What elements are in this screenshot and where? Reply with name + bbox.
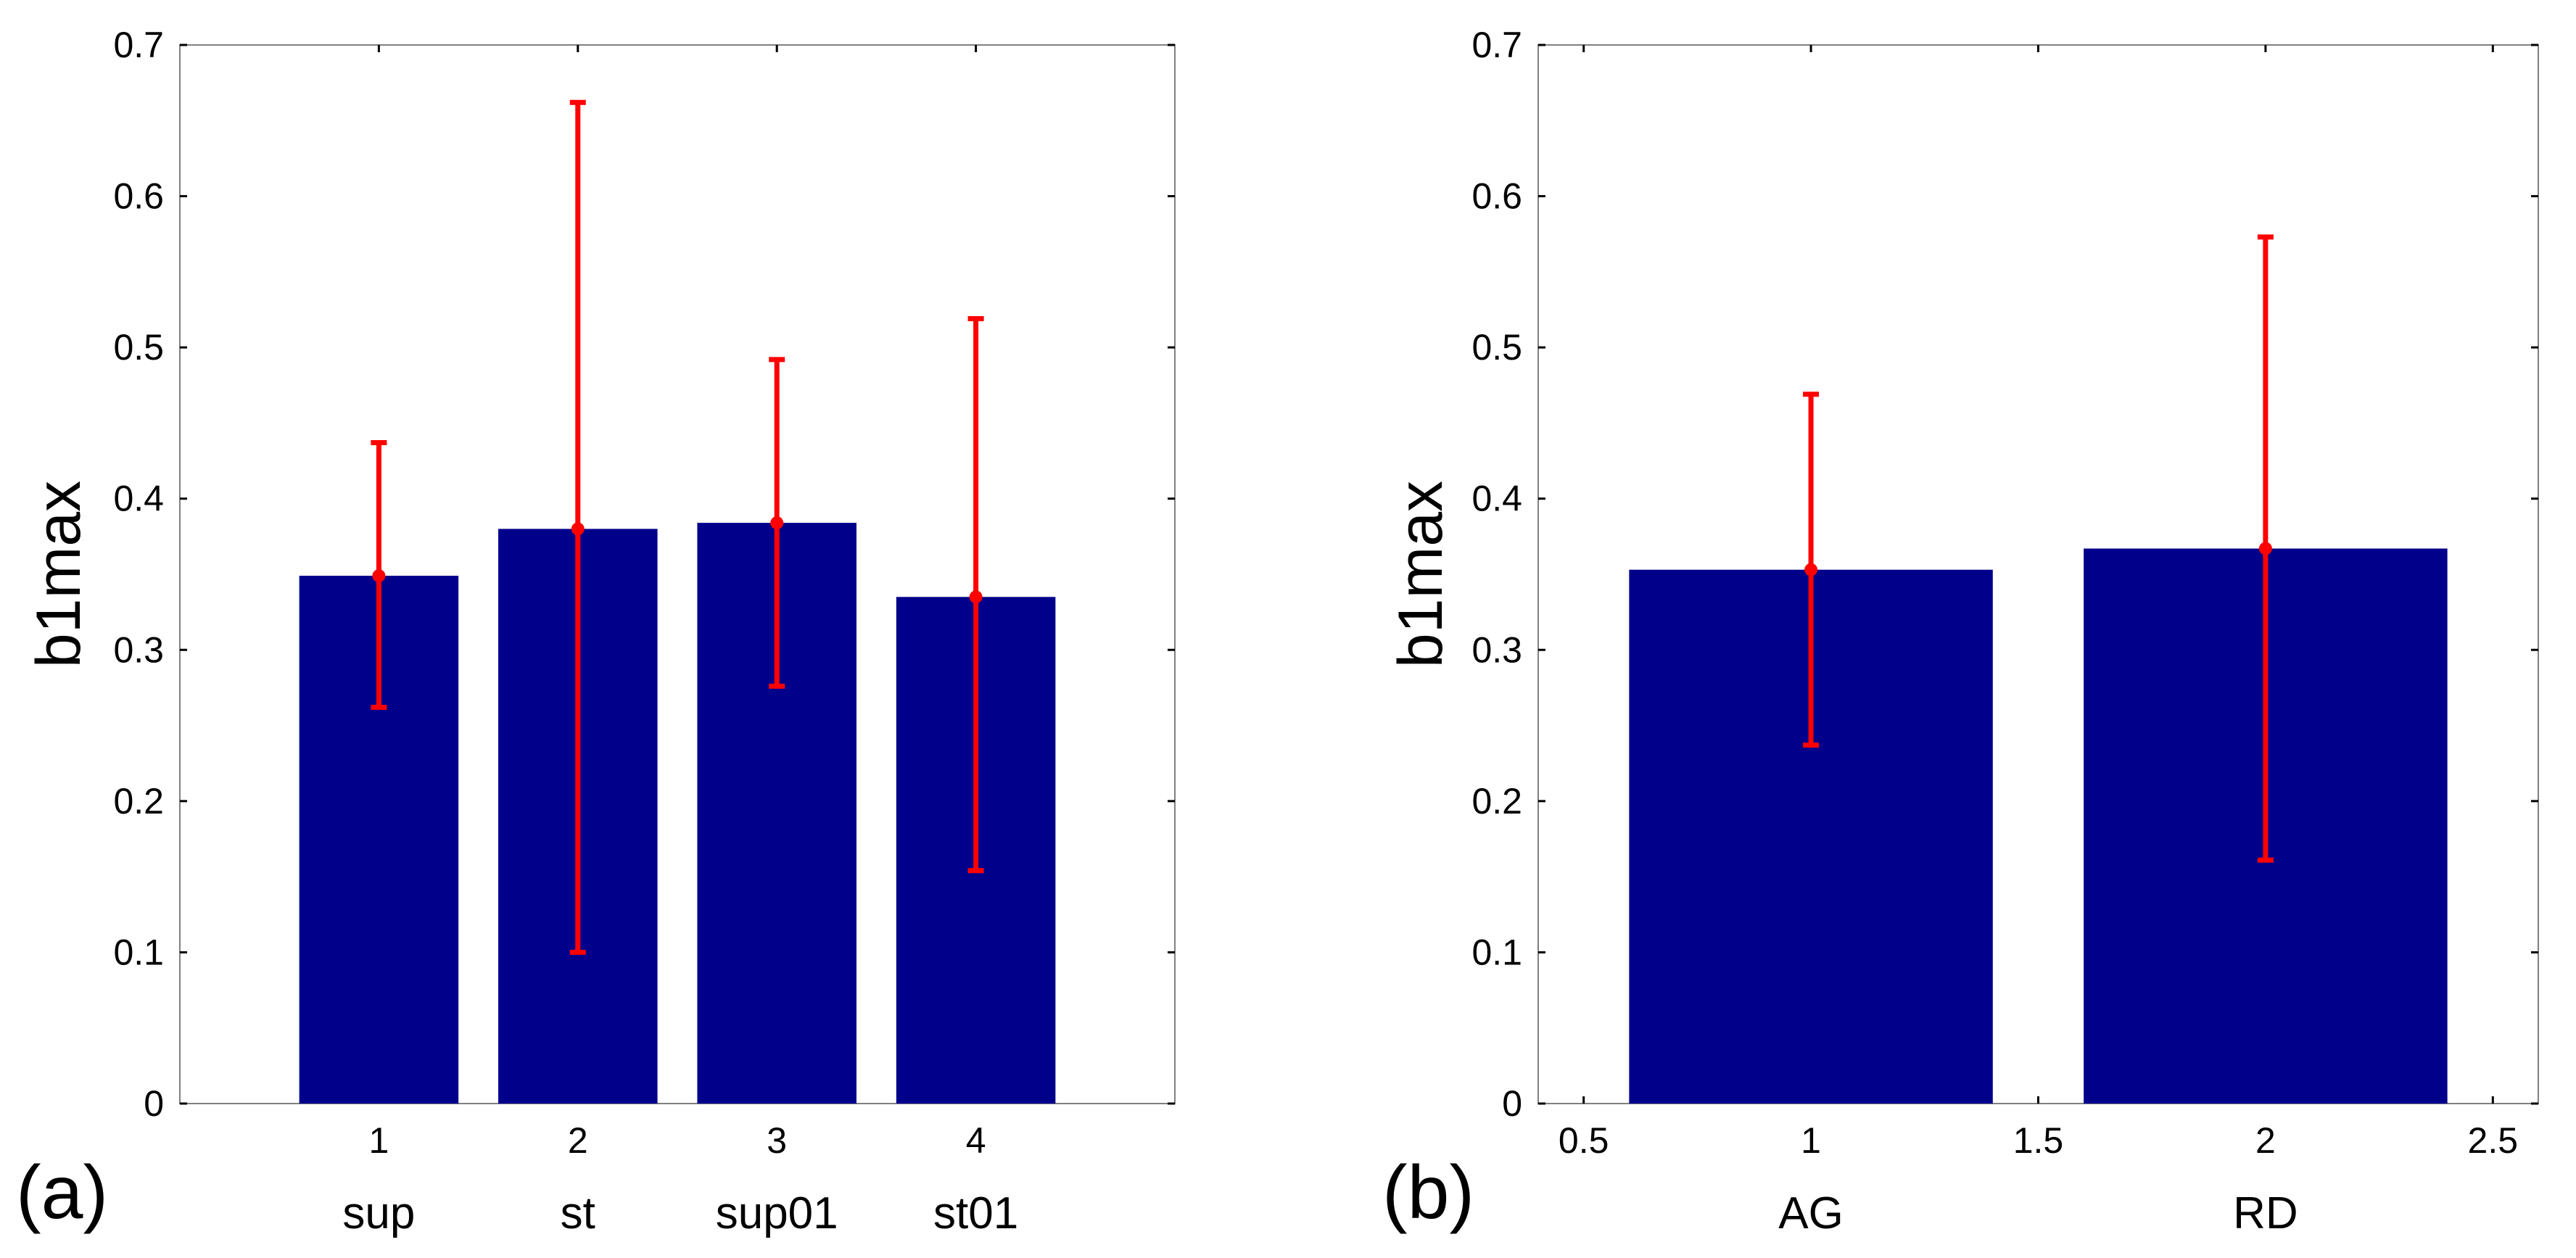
error-center-marker (1804, 563, 1818, 576)
plot-frame (179, 44, 1176, 1104)
y-tick-label: 0 (1502, 1083, 1522, 1124)
x-tick-label: 2 (568, 1120, 588, 1161)
x-tick-label: 2.5 (2468, 1120, 2519, 1161)
category-label: st (561, 1188, 595, 1238)
y-tick-label: 0.7 (113, 25, 164, 65)
y-tick-label: 0.6 (113, 176, 164, 217)
y-tick-label: 0.7 (1471, 25, 1522, 65)
category-label: RD (2233, 1188, 2298, 1238)
y-tick-label: 0.1 (1471, 932, 1522, 972)
x-tick-label: 1 (1801, 1120, 1821, 1161)
x-tick-label: 3 (767, 1120, 787, 1161)
y-tick-label: 0.1 (113, 932, 164, 972)
error-center-marker (770, 516, 784, 530)
error-center-marker (372, 569, 386, 583)
x-tick-label: 2 (2255, 1120, 2276, 1161)
y-tick-label: 0.4 (113, 479, 164, 519)
panel-b: 0 0.1 0.2 0.3 0.4 0.5 0.6 0.7 0.5 1 1.5 2 2.5 AG RD b1m… (1382, 25, 2539, 1238)
y-tick-label: 0.3 (113, 629, 164, 670)
panel-letter: (b) (1382, 1151, 1474, 1235)
category-label: sup (342, 1188, 415, 1238)
y-axis-label: b1max (24, 481, 94, 668)
panel-letter: (a) (16, 1151, 108, 1235)
y-tick-label: 0.2 (1471, 781, 1522, 822)
x-tick-label: 0.5 (1559, 1120, 1609, 1161)
y-tick-label: 0.3 (1471, 629, 1522, 670)
y-tick-label: 0.4 (1471, 479, 1522, 519)
category-label: AG (1778, 1188, 1844, 1238)
error-center-marker (2258, 542, 2272, 555)
y-tick-label: 0.6 (1471, 176, 1522, 217)
category-label: st01 (933, 1188, 1018, 1238)
error-center-marker (571, 522, 585, 536)
y-tick-label: 0.2 (113, 781, 164, 822)
panel-a: 0 0.1 0.2 0.3 0.4 0.5 0.6 0.7 1 sup 2 st 3 sup01 4 st01… (16, 25, 1176, 1238)
y-tick-label: 0.5 (113, 327, 164, 368)
error-center-marker (969, 590, 983, 604)
x-tick-label: 1 (368, 1120, 389, 1161)
x-tick-label: 4 (966, 1120, 986, 1161)
y-tick-label: 0.5 (1471, 327, 1522, 368)
y-axis-label: b1max (1386, 481, 1456, 668)
y-tick-label: 0 (144, 1083, 164, 1124)
x-tick-label: 1.5 (2013, 1120, 2064, 1161)
category-label: sup01 (716, 1188, 838, 1238)
